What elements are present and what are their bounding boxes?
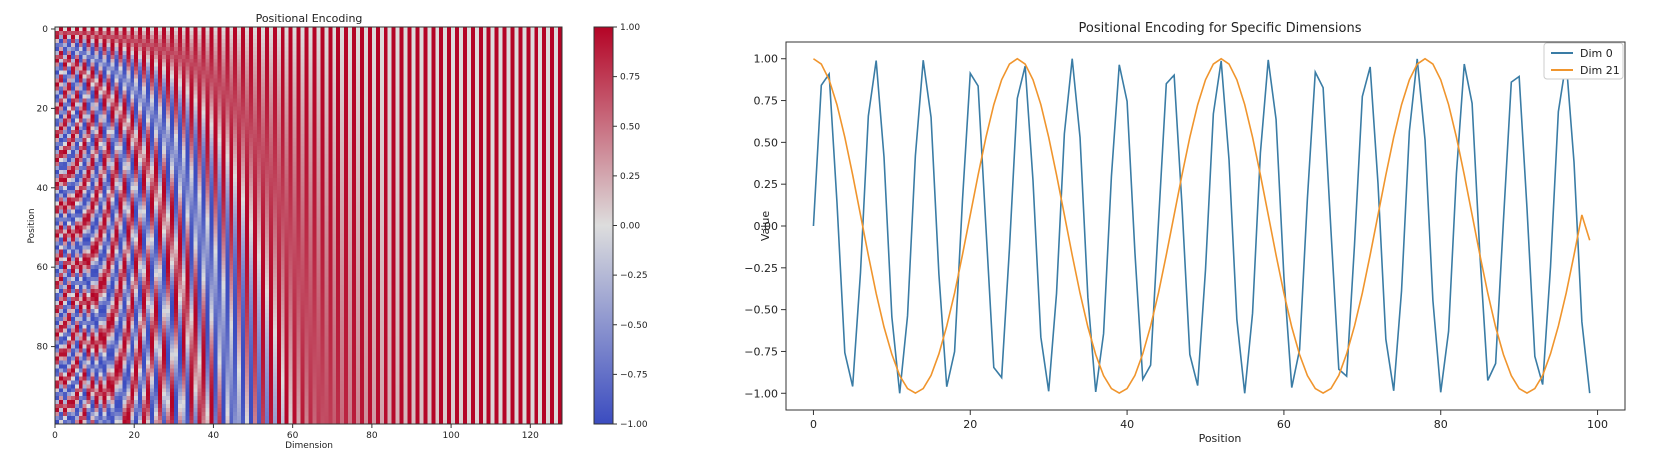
line-xtick-label: 80 <box>1434 418 1448 431</box>
colorbar-tick-label: 1.00 <box>620 23 640 33</box>
heatmap-ylabel: Position <box>27 208 37 243</box>
colorbar-tick-label: 0.25 <box>620 172 640 182</box>
heatmap-xtick-label: 80 <box>366 431 378 441</box>
heatmap-xtick-label: 0 <box>52 431 58 441</box>
colorbar-tick-label: −0.25 <box>620 271 648 281</box>
line-ytick-label: 0.00 <box>754 220 779 233</box>
line-xlabel: Position <box>1199 432 1242 445</box>
line-ytick-label: −1.00 <box>744 387 778 400</box>
heatmap-y-axis: 0 20 40 60 80 <box>37 25 55 353</box>
heatmap-xtick-label: 120 <box>522 431 539 441</box>
heatmap-xtick-label: 40 <box>208 431 220 441</box>
line-ytick-label: 0.50 <box>754 136 779 149</box>
heatmap-cells <box>55 27 562 424</box>
heatmap-x-axis: 0 20 40 60 80 100 120 <box>52 424 539 441</box>
colorbar-tick-label: −0.75 <box>620 370 648 380</box>
series-line-dim-0 <box>812 58 1591 394</box>
line-panel: Positional Encoding for Specific Dimensi… <box>744 21 1626 445</box>
heatmap-xlabel: Dimension <box>285 441 333 451</box>
colorbar-tick-label: −0.50 <box>620 321 648 331</box>
heatmap-ytick-label: 60 <box>37 263 49 273</box>
line-x-axis: 0 20 40 60 80 100 <box>810 410 1608 431</box>
heatmap-ytick-label: 20 <box>37 104 49 114</box>
heatmap-image-holder <box>55 27 562 424</box>
line-xtick-label: 100 <box>1587 418 1608 431</box>
colorbar-tick-label: 0.00 <box>620 222 640 232</box>
line-ytick-label: −0.50 <box>744 304 778 317</box>
colorbar-tick-label: 0.50 <box>620 122 640 132</box>
line-ytick-label: 1.00 <box>754 53 779 66</box>
line-title: Positional Encoding for Specific Dimensi… <box>1079 21 1362 36</box>
legend-label-dim-21: Dim 21 <box>1580 64 1620 77</box>
colorbar-tick-label: −1.00 <box>620 420 648 430</box>
line-ytick-label: −0.75 <box>744 345 778 358</box>
legend: Dim 0 Dim 21 <box>1543 42 1624 80</box>
heatmap-xtick-label: 60 <box>287 431 299 441</box>
line-xtick-label: 0 <box>810 418 817 431</box>
heatmap-ytick-label: 0 <box>42 25 48 35</box>
heatmap-ytick-label: 80 <box>37 343 49 353</box>
line-y-axis: 1.00 0.75 0.50 0.25 0.00 −0.25 −0.50 −0.75 −1.00 <box>744 53 786 400</box>
line-ytick-label: 0.25 <box>754 178 779 191</box>
colorbar-axis: 1.00 0.75 0.50 0.25 0.00 −0.25 −0.50 −0.75 −1.00 <box>613 23 648 430</box>
series-line-dim-21 <box>812 57 1591 395</box>
colorbar <box>594 27 613 424</box>
line-ytick-label: 0.75 <box>754 95 779 108</box>
legend-label-dim-0: Dim 0 <box>1580 47 1613 60</box>
line-xtick-label: 20 <box>963 418 977 431</box>
line-xtick-label: 40 <box>1120 418 1134 431</box>
heatmap-title: Positional Encoding <box>256 12 363 25</box>
line-ylabel: Value <box>759 211 772 241</box>
line-series-group <box>812 57 1591 395</box>
heatmap-xtick-label: 100 <box>443 431 460 441</box>
line-xtick-label: 60 <box>1277 418 1291 431</box>
colorbar-tick-label: 0.75 <box>620 73 640 83</box>
heatmap-ytick-label: 40 <box>37 184 49 194</box>
heatmap-xtick-label: 20 <box>128 431 140 441</box>
heatmap-panel: Positional Encoding 0 20 40 60 80 100 120 0 20 4… <box>27 12 648 451</box>
heatmap-frame <box>54 26 563 425</box>
line-ytick-label: −0.25 <box>744 262 778 275</box>
